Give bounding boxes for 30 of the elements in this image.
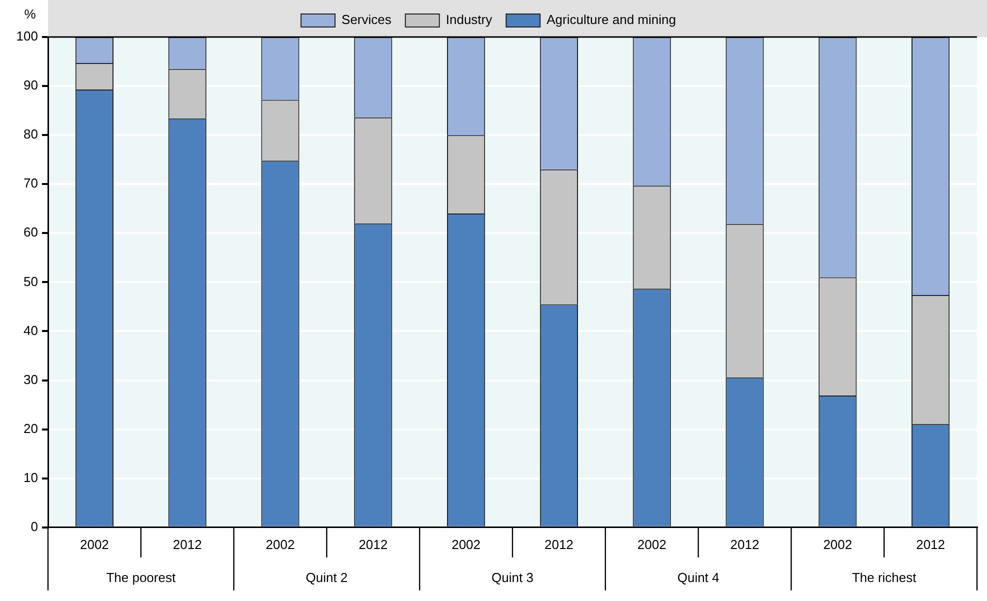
text: Quint 3: [492, 570, 534, 585]
y-tick-label: 80: [24, 126, 38, 142]
y-tick-label: 90: [24, 78, 38, 93]
y-tick-label: 0: [30, 518, 38, 534]
legend-label: Industry: [446, 12, 493, 28]
x-tick-label: 2012: [730, 536, 760, 552]
x-tick-label: 2002: [266, 536, 295, 552]
text: The richest: [852, 570, 917, 585]
y-tick-label: 30: [24, 372, 38, 387]
y-tick-label: 40: [24, 322, 38, 338]
y-axis-title: %: [24, 6, 36, 22]
y-tick-label: 100: [16, 28, 38, 44]
y-tick-label: 70: [24, 176, 38, 191]
x-tick-label: 2012: [358, 536, 388, 552]
text: Quint 2: [306, 570, 348, 585]
y-tick-label: 10: [24, 470, 38, 485]
x-tick-label: 2002: [80, 536, 109, 552]
text: The poorest: [106, 570, 176, 585]
x-tick-label: 2012: [544, 536, 574, 552]
y-tick-label: 60: [24, 224, 38, 240]
legend-label: Agriculture and mining: [546, 12, 676, 28]
x-tick-label: 2002: [823, 536, 852, 552]
x-tick-label: 2012: [172, 536, 202, 552]
x-tick-label: 2012: [916, 536, 946, 552]
legend-label: Services: [342, 12, 392, 28]
x-tick-label: 2002: [637, 536, 666, 552]
x-tick-label: 2002: [452, 536, 481, 552]
text: Quint 4: [677, 570, 720, 585]
y-tick-label: 50: [24, 274, 38, 289]
y-tick-label: 20: [24, 420, 38, 436]
